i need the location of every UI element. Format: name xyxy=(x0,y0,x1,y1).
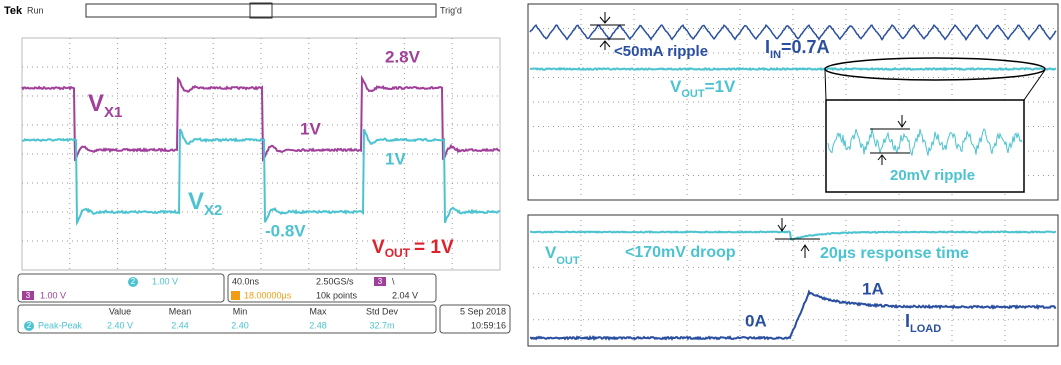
right-top-scope: <50mA ripple IIN=0.7A VOUT=1V 20mV rippl… xyxy=(528,4,1058,200)
trigger-channel: 3 xyxy=(378,277,383,286)
i0-label: 0A xyxy=(745,311,767,330)
table-cell: 2.44 xyxy=(171,320,189,330)
table-header: Mean xyxy=(169,306,192,316)
response-label: 20µs response time xyxy=(820,245,969,262)
ch3-number: 3 xyxy=(26,291,31,300)
table-header: Max xyxy=(309,306,327,316)
record-length: 10k points xyxy=(316,290,358,300)
right-bottom-scope: VOUT <170mV droop 20µs response time 0A … xyxy=(528,215,1058,346)
table-cell: 2.40 xyxy=(231,320,249,330)
vx1-low-label: 1V xyxy=(300,119,321,138)
position-marker xyxy=(231,291,240,300)
ch2-number: 2 xyxy=(131,277,136,286)
time: 10:59:16 xyxy=(471,320,506,330)
record-window xyxy=(250,3,272,18)
position: 18.00000µs xyxy=(244,290,292,300)
sample-rate: 2.50GS/s xyxy=(316,276,354,286)
table-cell: 2.48 xyxy=(309,320,327,330)
ch3-scale: 1.00 V xyxy=(40,290,66,300)
i1-label: 1A xyxy=(862,279,884,298)
date: 5 Sep 2018 xyxy=(460,306,506,316)
trigger-level: 2.04 V xyxy=(392,290,418,300)
ch2-scale: 1.00 V xyxy=(152,276,178,286)
trigger-slope: \ xyxy=(392,276,395,286)
table-header: Min xyxy=(233,306,248,316)
status: Run xyxy=(27,5,44,15)
vout-trace xyxy=(530,68,1056,69)
record-bar xyxy=(86,4,436,17)
vx1-high-label: 2.8V xyxy=(385,47,421,66)
brand: Tek xyxy=(4,5,23,17)
droop-label: <170mV droop xyxy=(625,244,736,261)
table-header: Std Dev xyxy=(366,306,399,316)
time-scale: 40.0ns xyxy=(232,276,260,286)
page: Tek Run Trig'd VX1 2.8V 1V 1V VX2 -0.8V … xyxy=(0,0,1061,360)
row-name: Peak-Peak xyxy=(38,320,83,330)
table-cell: 2.40 V xyxy=(107,320,133,330)
vx2-low-label: -0.8V xyxy=(265,221,306,240)
table-header: Value xyxy=(109,306,131,316)
table-cell: 32.7m xyxy=(369,320,394,330)
screenshot: Tek Run Trig'd VX1 2.8V 1V 1V VX2 -0.8V … xyxy=(0,0,1061,360)
iin-ripple-label: <50mA ripple xyxy=(614,43,708,60)
vout-ripple-label: 20mV ripple xyxy=(890,167,975,184)
vx2-high-label: 1V xyxy=(385,149,406,168)
trigger-state: Trig'd xyxy=(440,5,462,15)
left-scope: Tek Run Trig'd VX1 2.8V 1V 1V VX2 -0.8V … xyxy=(4,3,510,333)
row-channel: 2 xyxy=(27,321,32,330)
